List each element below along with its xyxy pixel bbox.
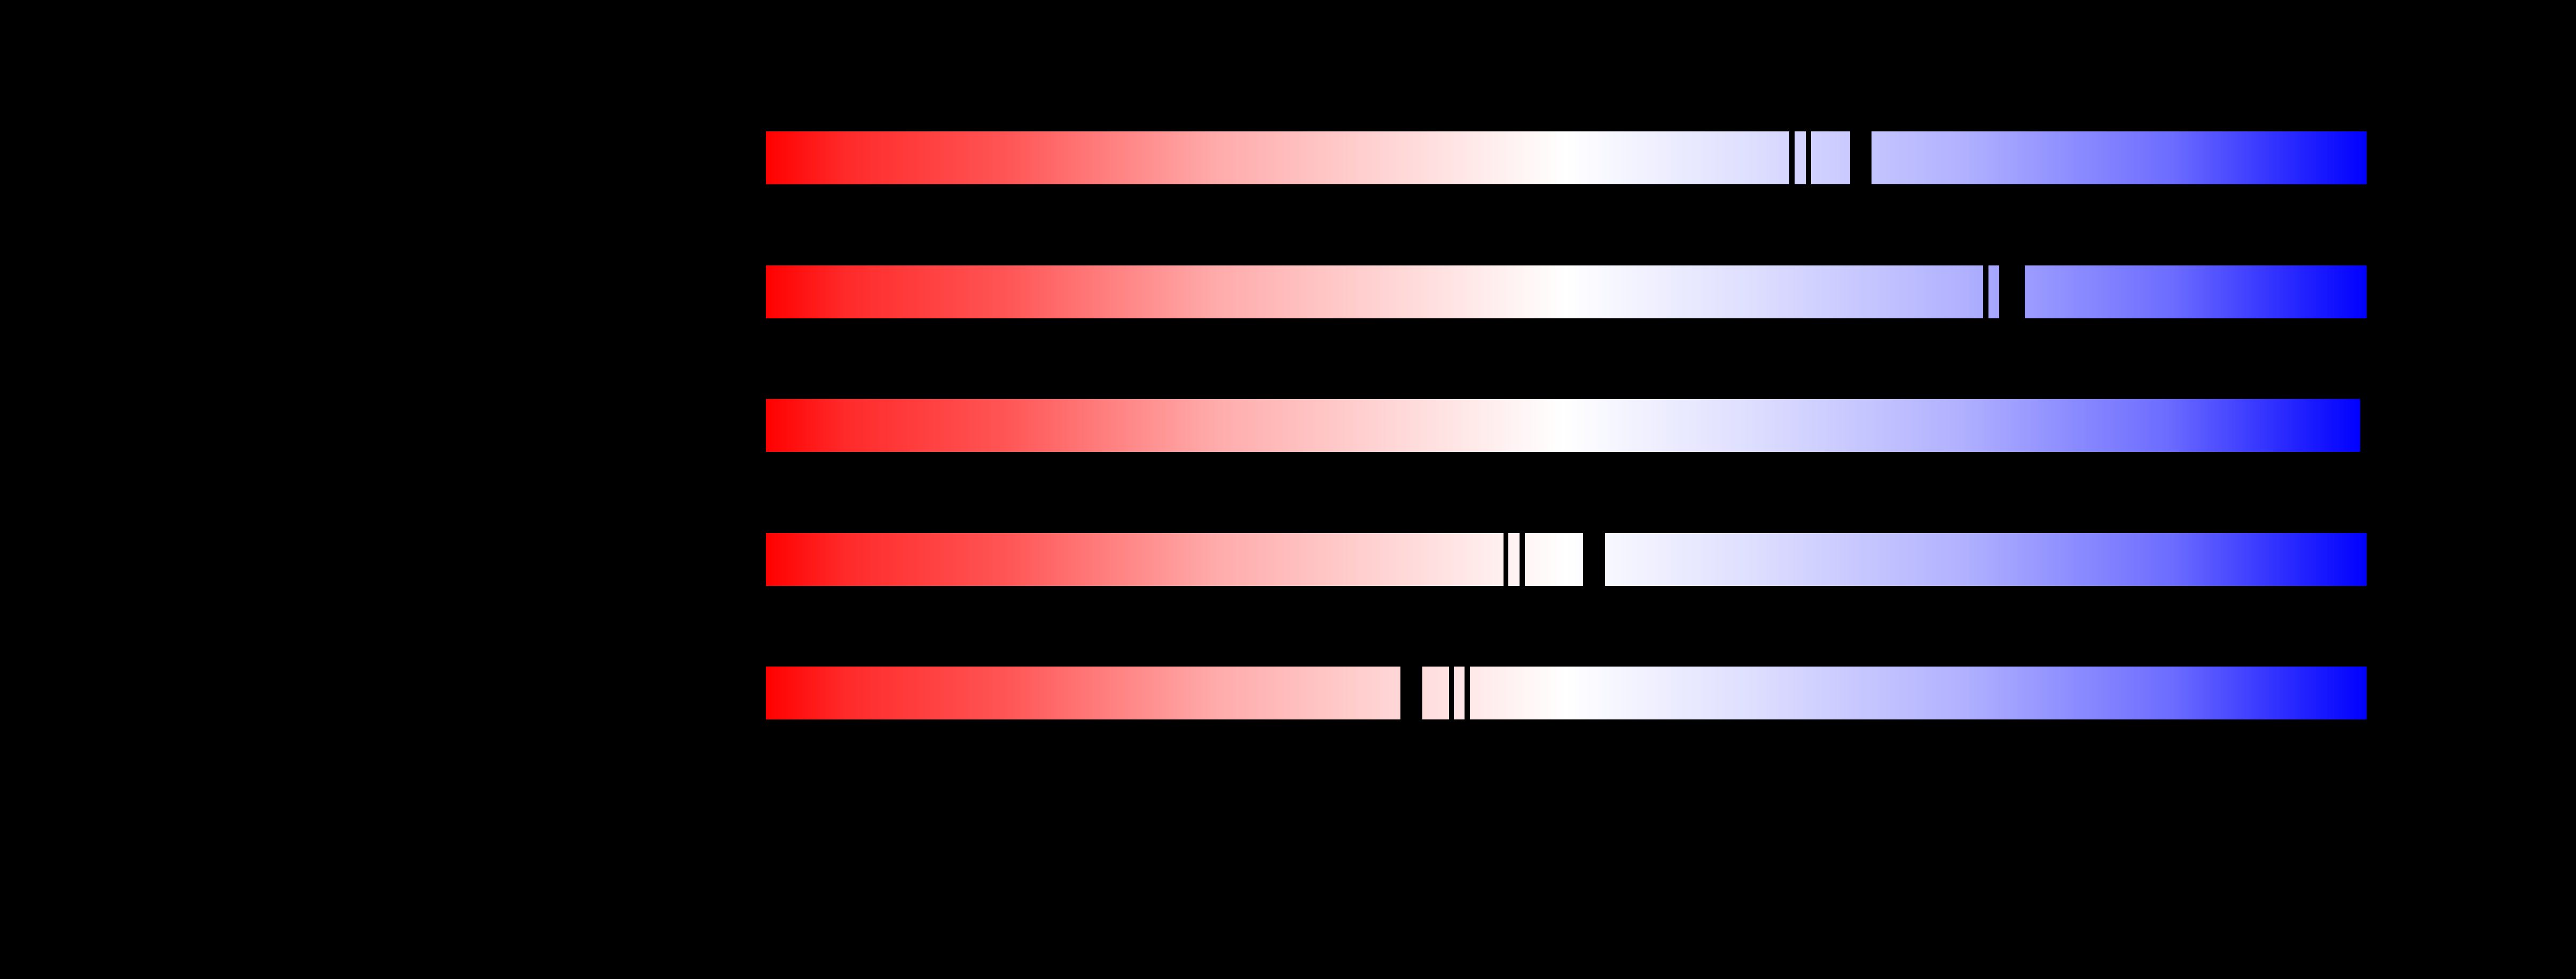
gradient-bar-row-5 <box>766 667 2367 719</box>
thick-tick-mark <box>1583 533 1605 586</box>
gradient-bar-row-1 <box>766 131 2367 184</box>
thin-tick-mark <box>1806 131 1811 184</box>
thick-tick-mark <box>1850 131 1872 184</box>
gradient-bar-row-2 <box>766 265 2367 318</box>
gradient-bar-row-3 <box>766 399 2360 452</box>
thin-tick-mark <box>1465 667 1470 719</box>
thin-tick-mark <box>1503 533 1508 586</box>
thick-tick-mark <box>1400 667 1422 719</box>
thin-tick-mark <box>1520 533 1525 586</box>
gradient-bar-row-4 <box>766 533 2367 586</box>
thin-tick-mark <box>1983 265 1988 318</box>
thin-tick-mark <box>1789 131 1795 184</box>
thin-tick-mark <box>1448 667 1454 719</box>
thick-tick-mark <box>1999 265 2025 318</box>
